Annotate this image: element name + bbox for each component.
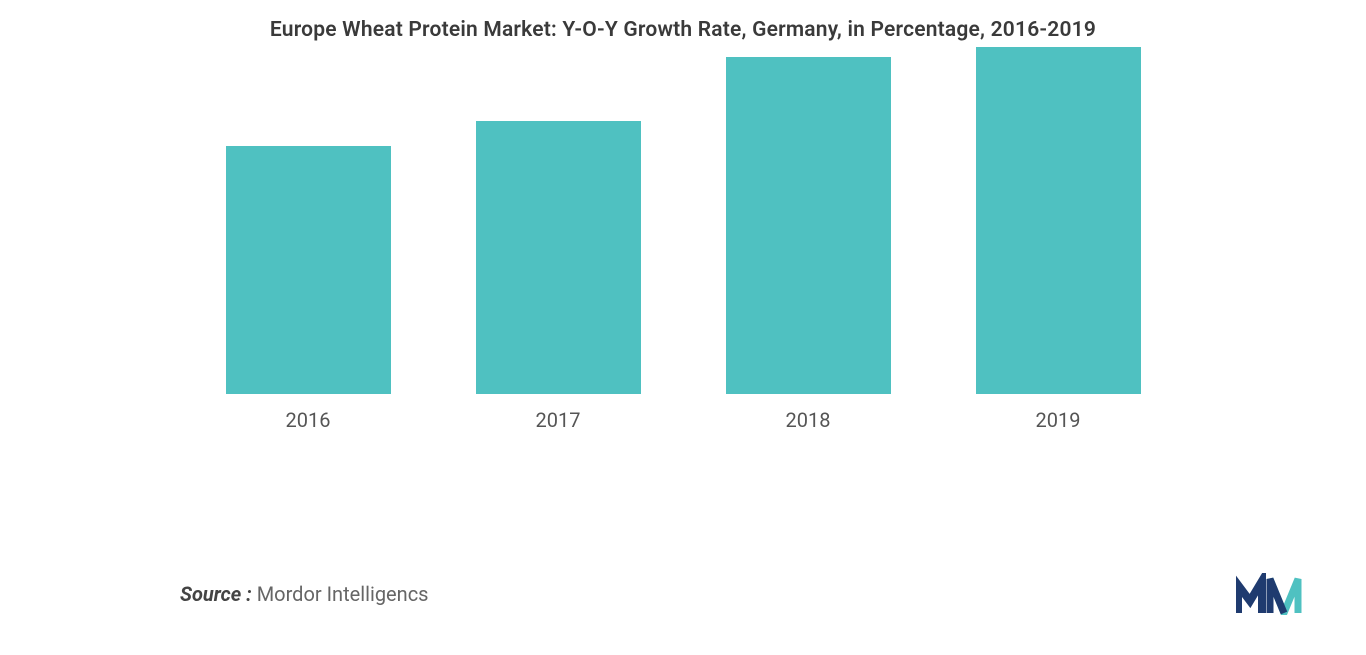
source-value: Mordor Intelligencs: [252, 582, 429, 606]
bar-2016: [226, 146, 391, 394]
bar-2017: [476, 121, 641, 394]
footer: Source : Mordor Intelligencs: [180, 573, 1306, 615]
source-label: Source :: [180, 582, 252, 606]
bar-2019: [976, 47, 1141, 394]
bar-2018: [726, 57, 891, 394]
mordor-logo-icon: [1236, 573, 1306, 615]
bar-group-2018: 2018: [683, 57, 933, 432]
chart-title: Europe Wheat Protein Market: Y-O-Y Growt…: [0, 0, 1366, 52]
bar-group-2016: 2016: [183, 146, 433, 432]
bar-group-2019: 2019: [933, 47, 1183, 432]
bars-container: 2016 2017 2018 2019: [183, 82, 1183, 432]
chart-plot-area: 2016 2017 2018 2019: [183, 82, 1183, 442]
source-citation: Source : Mordor Intelligencs: [180, 582, 429, 606]
bar-label-2016: 2016: [286, 408, 331, 432]
bar-label-2018: 2018: [786, 408, 831, 432]
bar-label-2019: 2019: [1036, 408, 1081, 432]
bar-group-2017: 2017: [433, 121, 683, 432]
bar-label-2017: 2017: [536, 408, 581, 432]
